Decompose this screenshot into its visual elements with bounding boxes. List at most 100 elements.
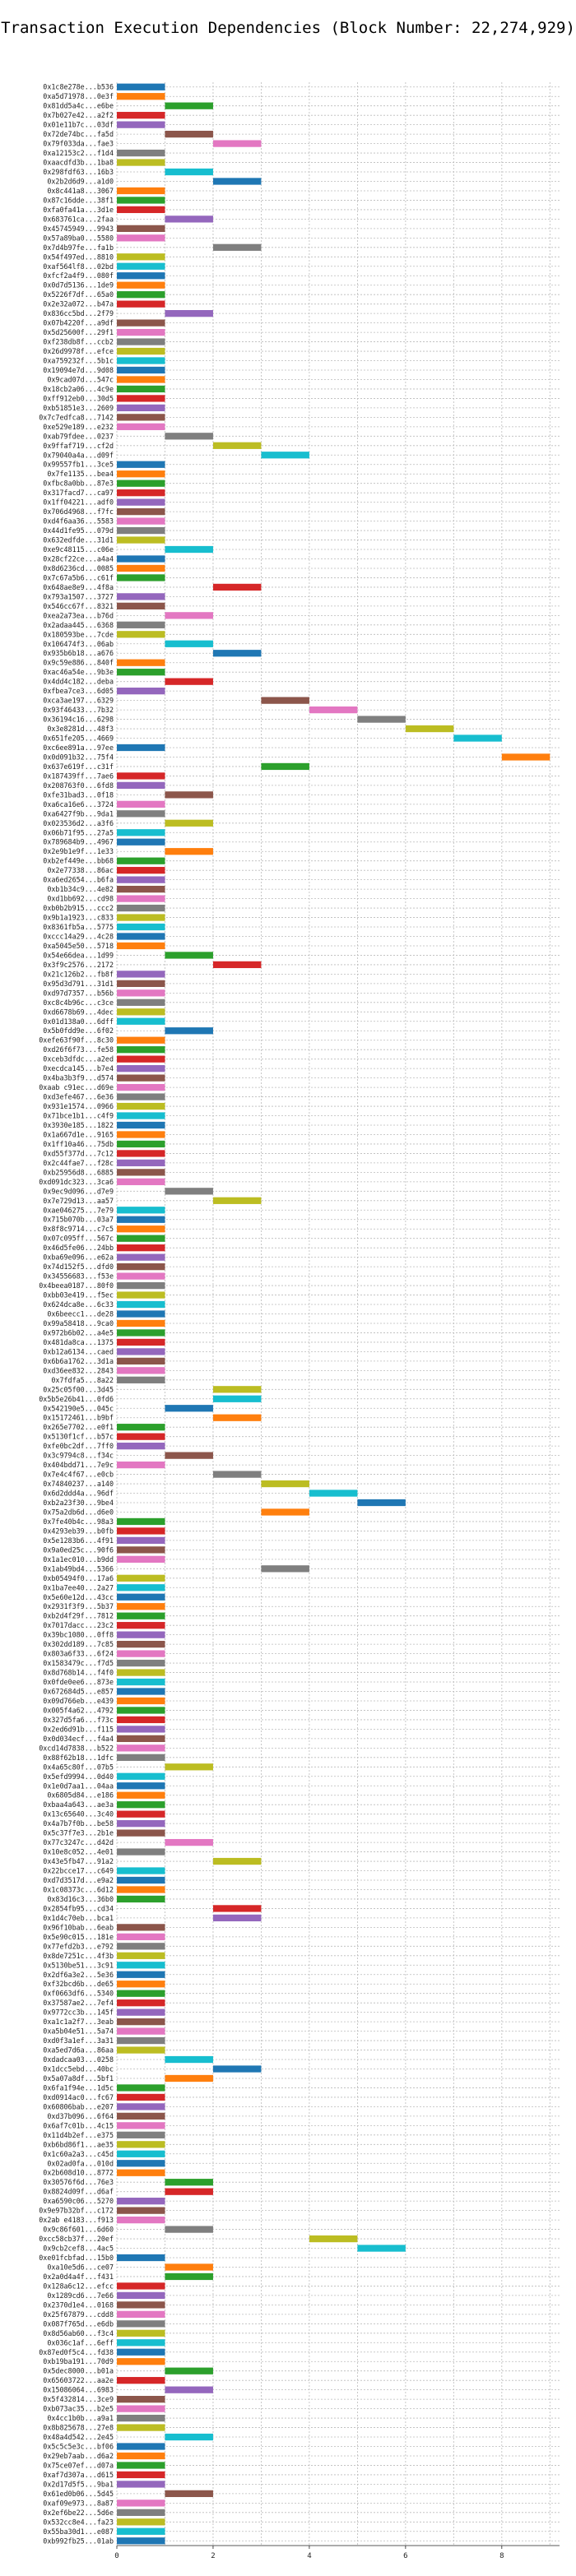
transaction-bar (117, 1943, 165, 1950)
y-tick-label: 0x7017dacc...23c2 (43, 1621, 114, 1629)
transaction-bar (357, 716, 406, 723)
transaction-bar (117, 1536, 165, 1545)
y-tick-label: 0x1c60a2a3...c45d (43, 2150, 114, 2158)
y-tick-label: 0x648ae8e9...4f8a (43, 583, 114, 591)
transaction-bar (117, 1310, 165, 1318)
y-tick-label: 0x803a6f33...6f24 (43, 1650, 114, 1658)
transaction-bar (212, 1905, 262, 1912)
transaction-bar (117, 971, 165, 978)
y-tick-label: 0x2ab e4183...f913 (39, 2216, 114, 2224)
x-tick-label: 0 (114, 2552, 118, 2560)
y-tick-label: 0x79f033da...fae3 (43, 140, 114, 148)
transaction-bar (212, 243, 262, 251)
transaction-bar (117, 829, 165, 836)
y-tick-label: 0x7e4c4f67...e0cb (43, 1471, 114, 1479)
transaction-bar (165, 2386, 213, 2393)
transaction-bar (117, 1971, 165, 1978)
y-tick-label: 0x5c5c5e3c...bf06 (43, 2443, 114, 2451)
transaction-bar (117, 857, 165, 864)
transaction-bar (165, 545, 213, 554)
y-tick-label: 0x9ffaf719...cf2d (43, 442, 114, 450)
transaction-bar (165, 678, 213, 685)
transaction-bar (165, 2179, 213, 2186)
transaction-bar (165, 168, 213, 176)
y-tick-label: 0x4293eb39...b0fb (43, 1527, 114, 1535)
y-tick-label: 0xd55f377d...7c12 (43, 1149, 114, 1157)
transaction-bar (117, 2018, 165, 2026)
y-tick-label: 0x187439ff...7ae6 (43, 771, 114, 780)
transaction-bar (117, 1744, 165, 1752)
transaction-bar (165, 102, 213, 109)
y-tick-label: 0x8361fb5a...5775 (43, 923, 114, 931)
y-tick-label: 0xd26f6f73...fe58 (43, 1045, 114, 1054)
y-tick-label: 0x106474f3...06ab (43, 640, 114, 648)
y-tick-label: 0x7c67a5b6...c61f (43, 573, 114, 581)
bar-group (117, 83, 550, 2545)
y-tick-label: 0x9ec9d096...d7e9 (43, 1187, 114, 1195)
y-tick-label: 0xbb03e419...f5ec (43, 1291, 114, 1300)
y-tick-label: 0x6d2ddd4a...96df (43, 1490, 114, 1498)
y-tick-label: 0x036c1af...6eff (47, 2338, 114, 2347)
transaction-bar (117, 1281, 165, 1290)
transaction-bar (117, 2093, 165, 2101)
transaction-bar (261, 452, 309, 459)
y-tick-label: 0x1c8e278e...b536 (43, 83, 114, 91)
y-tick-label: 0xb2ef449e...bb68 (43, 857, 114, 865)
y-tick-label: 0x11d4b2ef...e375 (43, 2131, 114, 2139)
y-tick-label: 0x95d3d791...31d1 (43, 980, 114, 988)
transaction-bar (117, 1083, 165, 1091)
transaction-bar (117, 838, 165, 846)
transaction-bar (117, 1527, 165, 1535)
transaction-bar (117, 1112, 165, 1119)
transaction-bar (117, 1093, 165, 1100)
y-tick-label: 0xb12a6134...caed (43, 1347, 114, 1355)
transaction-bar (117, 2112, 165, 2120)
transaction-bar (501, 753, 550, 761)
transaction-bar (117, 989, 165, 997)
y-tick-label: 0x87c16dde...38f1 (43, 196, 114, 204)
transaction-bar (117, 225, 165, 232)
y-tick-label: 0x637e619f...c31f (43, 762, 114, 771)
y-tick-label: 0xcd14d7838...b522 (39, 1744, 114, 1752)
y-tick-label: 0x836cc5bd...2f79 (43, 309, 114, 317)
y-tick-label: 0x2e9b1e9f...1e33 (43, 847, 114, 855)
transaction-bar (117, 885, 165, 893)
y-tick-label: 0x1ff10a46...75db (43, 1140, 114, 1148)
transaction-bar (117, 2518, 165, 2526)
transaction-bar (165, 2074, 213, 2083)
y-tick-label: 0xd97d7357...b56b (43, 989, 114, 997)
y-tick-label: 0x8824d09f...d6af (43, 2188, 114, 2196)
y-tick-label: 0x54f497ed...8810 (43, 253, 114, 261)
transaction-bar (117, 1008, 165, 1016)
transaction-bar (117, 2462, 165, 2469)
y-tick-label: 0x7d4b97fe...fa1b (43, 243, 114, 252)
transaction-bar (212, 2065, 262, 2073)
y-tick-label: 0x9a0ed25c...90f6 (43, 1545, 114, 1554)
transaction-bar (117, 1131, 165, 1138)
transaction-bar (117, 2291, 165, 2300)
y-tick-label: 0x5b5e26b41...0fd6 (39, 1395, 114, 1403)
y-tick-label: 0x972b6b02...a4e5 (43, 1328, 114, 1337)
transaction-bar (117, 1225, 165, 1233)
transaction-bar (117, 867, 165, 874)
y-tick-label: 0x1dcc5ebd...40bc (43, 2065, 114, 2073)
transaction-bar (117, 1159, 165, 1167)
y-tick-label: 0xcc58cb37f...20ef (39, 2235, 114, 2243)
transaction-bar (117, 366, 165, 374)
transaction-bar (117, 206, 165, 214)
transaction-bar (453, 734, 502, 742)
y-tick-label: 0xca3ae197...6329 (43, 697, 114, 705)
transaction-bar (212, 1395, 262, 1402)
y-tick-label: 0x61ed0b06...5d45 (43, 2490, 114, 2498)
transaction-bar (117, 1999, 165, 2007)
y-tick-label: 0x13c65640...3c40 (43, 1810, 114, 1818)
transaction-bar (117, 2405, 165, 2412)
transaction-bar (117, 781, 165, 790)
transaction-bar (117, 1876, 165, 1884)
transaction-bar (117, 112, 165, 119)
y-tick-label: 0x2df6a3e2...5e36 (43, 1971, 114, 1979)
y-tick-label: 0x651fe205...4669 (43, 734, 114, 743)
transaction-bar (165, 2490, 213, 2498)
y-tick-label: 0xccc14a29...4c28 (43, 932, 114, 940)
y-tick-label: 0x6fa1f94e...1d5c (43, 2083, 114, 2092)
